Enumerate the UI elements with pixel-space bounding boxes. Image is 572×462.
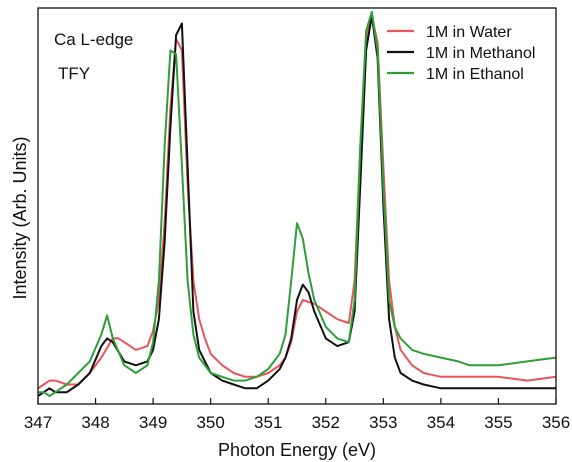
- x-tick-label: 356: [542, 413, 570, 432]
- legend-label-1: 1M in Water: [426, 24, 512, 41]
- x-tick-label: 354: [427, 413, 455, 432]
- x-tick-label: 352: [312, 413, 340, 432]
- annotation-mode: TFY: [58, 64, 90, 83]
- x-tick-label: 353: [369, 413, 397, 432]
- legend-label-3: 1M in Ethanol: [426, 66, 524, 83]
- series-line-3: [38, 11, 557, 397]
- x-axis-title: Photon Energy (eV): [218, 440, 376, 460]
- x-tick-label: 347: [24, 413, 52, 432]
- series-line-2: [37, 14, 556, 397]
- plot-lines: [37, 11, 557, 397]
- x-tick-label: 349: [139, 413, 167, 432]
- x-tick-label: 351: [254, 413, 282, 432]
- legend-label-2: 1M in Methanol: [426, 45, 535, 62]
- x-tick-label: 355: [484, 413, 512, 432]
- y-axis-title: Intensity (Arb. Units): [10, 136, 30, 299]
- x-axis-ticks: 347 348 349 350 351 352 353 354 355 356: [24, 398, 570, 432]
- legend: 1M in Water 1M in Methanol 1M in Ethanol: [387, 24, 535, 83]
- annotation-edge: Ca L-edge: [54, 30, 133, 49]
- series-line-1: [37, 14, 557, 390]
- plot-frame: [37, 7, 557, 405]
- x-tick-label: 348: [81, 413, 109, 432]
- x-tick-label: 350: [196, 413, 224, 432]
